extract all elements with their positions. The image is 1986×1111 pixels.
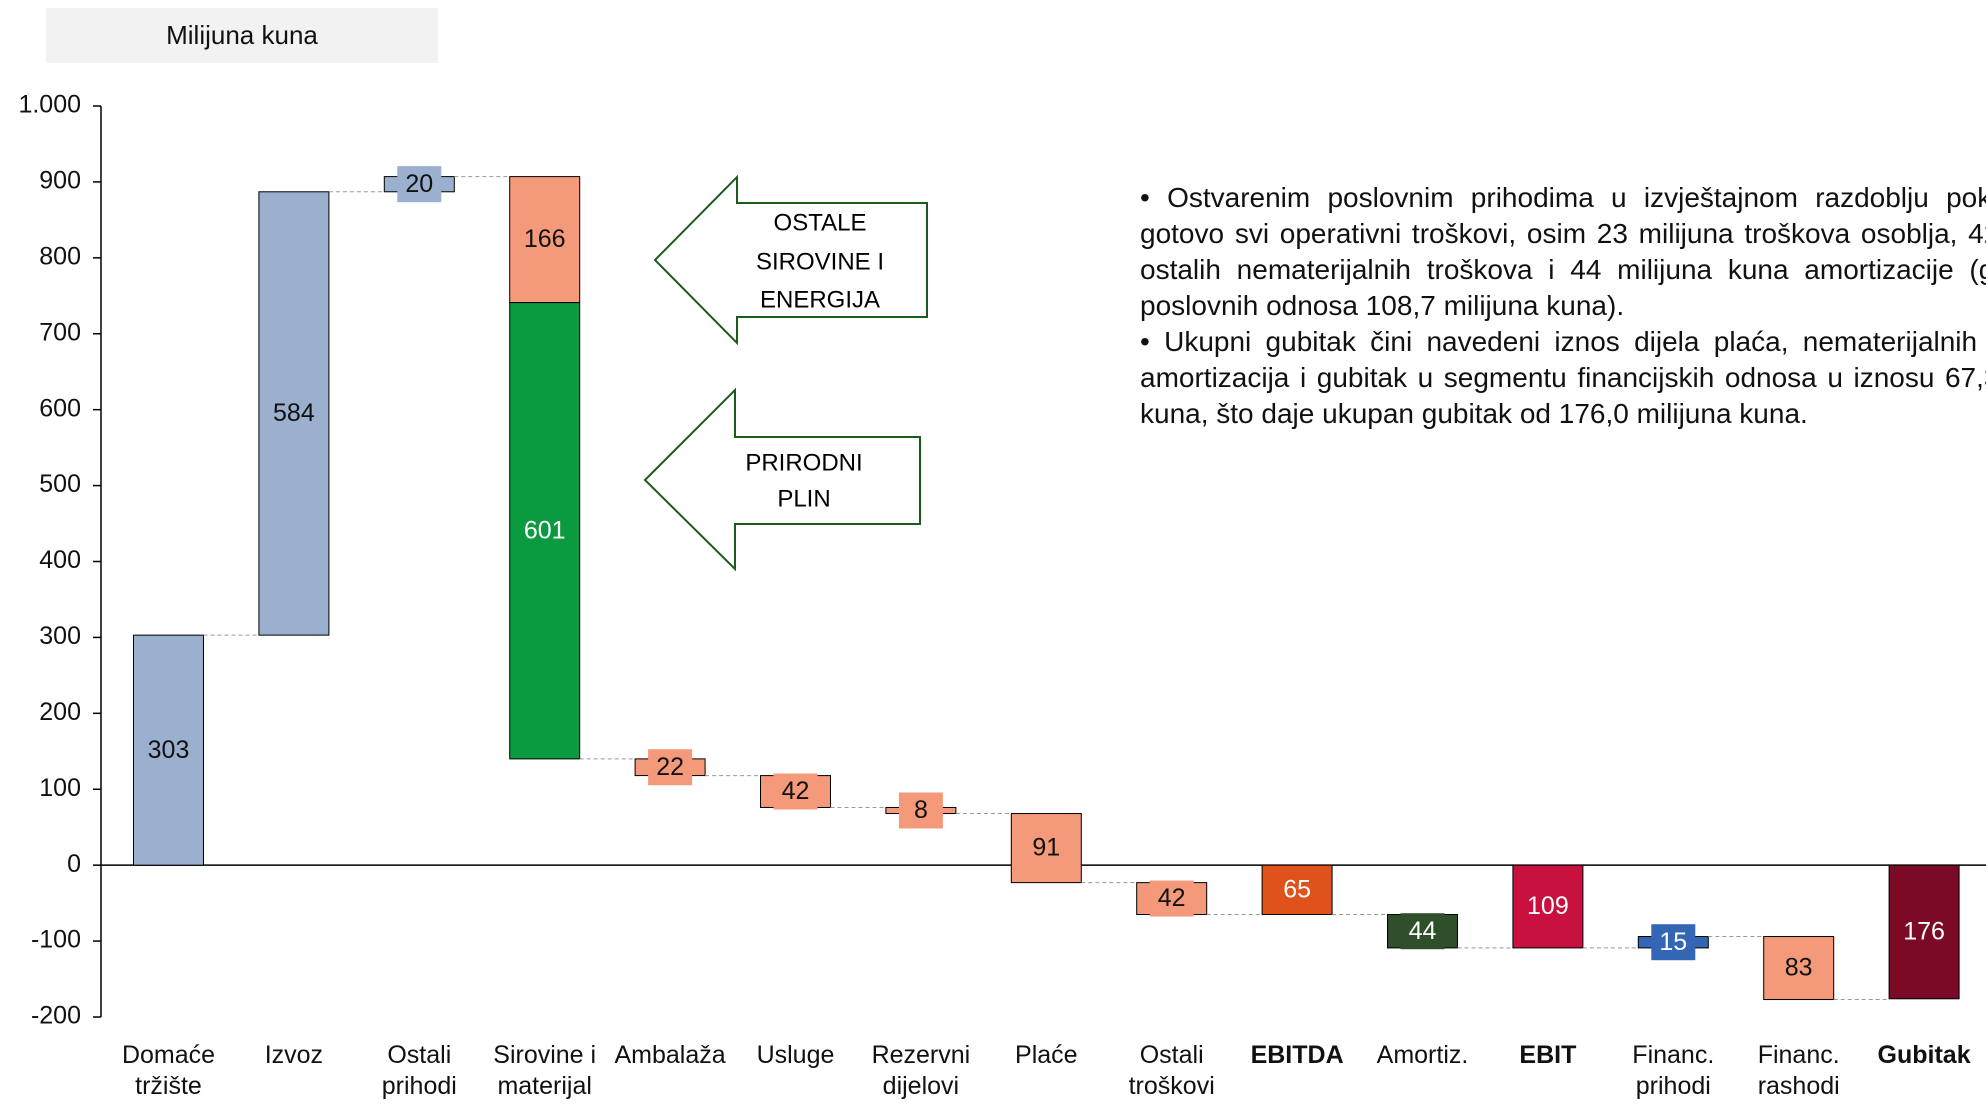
arrow — [653, 174, 928, 346]
notes: • Ostvarenim poslovnim prihodima u izvje… — [1140, 180, 1986, 432]
y-tick-label: 800 — [39, 242, 81, 270]
x-tick-label: Amortiz. — [1376, 1041, 1469, 1069]
bar — [1512, 864, 1584, 949]
x-tick-label: Ostali prihodi — [381, 1041, 457, 1100]
bar — [133, 634, 204, 866]
axis-label: Milijuna kuna — [46, 8, 438, 63]
annotation: PRIRODNI — [745, 449, 862, 476]
y-tick-label: 1.000 — [18, 91, 81, 119]
data-label: 42 — [782, 777, 810, 805]
annotation: SIROVINE I — [756, 248, 884, 275]
y-tick-label: -200 — [31, 1002, 81, 1030]
bar — [1763, 936, 1835, 1001]
data-label: 44 — [1409, 917, 1437, 945]
data-label: 65 — [1283, 875, 1311, 903]
x-tick-label: EBIT — [1519, 1041, 1577, 1069]
data-label: 20 — [405, 170, 433, 198]
data-label: 303 — [148, 736, 190, 764]
data-label: 584 — [273, 399, 315, 427]
y-tick-label: 100 — [39, 774, 81, 802]
x-tick-label: Domaće tržište — [121, 1041, 216, 1100]
y-tick-label: 400 — [39, 546, 81, 574]
x-tick-label: Sirovine i materijal — [493, 1041, 597, 1100]
y-tick-label: 900 — [39, 167, 81, 195]
bar — [1888, 864, 1960, 1000]
y-tick-label: 500 — [39, 470, 81, 498]
x-tick-label: Financ. prihodi — [1632, 1041, 1715, 1100]
data-label: 42 — [1158, 884, 1186, 912]
data-label: 22 — [656, 753, 684, 781]
x-tick-label: Ostali troškovi — [1128, 1041, 1215, 1100]
y-tick-label: 200 — [39, 698, 81, 726]
x-tick-label: Ambalaža — [614, 1041, 726, 1069]
x-tick-label: Gubitak — [1877, 1041, 1971, 1069]
data-label: 15 — [1659, 928, 1687, 956]
data-label: 8 — [914, 796, 928, 824]
label-box — [1651, 924, 1696, 961]
note: • Ostvarenim poslovnim prihodima u izvje… — [1140, 182, 1986, 321]
x-tick-label: Izvoz — [264, 1041, 324, 1069]
label-box — [898, 792, 943, 829]
y-tick-label: 600 — [39, 394, 81, 422]
x-tick-label: Usluge — [756, 1041, 835, 1069]
data-label: 91 — [1032, 834, 1060, 862]
label-box — [648, 749, 693, 786]
bar — [1010, 813, 1082, 884]
y-tick-label: 700 — [39, 318, 81, 346]
data-label: 176 — [1903, 918, 1945, 946]
data-label: 601 — [524, 516, 566, 544]
data-label: 109 — [1527, 892, 1569, 920]
data-label: 166 — [524, 225, 566, 253]
annotation: OSTALE — [774, 209, 867, 236]
label-box — [1149, 880, 1194, 917]
y-tick-label: -100 — [31, 926, 81, 954]
annotation: PLIN — [777, 485, 830, 512]
x-tick-label: Plaće — [1015, 1041, 1078, 1069]
bar — [258, 191, 330, 636]
y-tick-label: 0 — [67, 850, 81, 878]
arrow — [643, 387, 921, 572]
note: • Ukupni gubitak čini navedeni iznos dij… — [1140, 326, 1986, 429]
data-label: 83 — [1785, 954, 1813, 982]
label-box — [397, 166, 442, 203]
x-tick-label: EBITDA — [1250, 1041, 1344, 1069]
label-box — [1400, 913, 1445, 950]
label-box — [773, 773, 818, 810]
bar — [1261, 864, 1333, 916]
x-tick-label: Rezervni dijelovi — [871, 1041, 971, 1100]
y-tick-label: 300 — [39, 622, 81, 650]
x-tick-label: Financ. rashodi — [1757, 1041, 1840, 1100]
bar — [509, 302, 581, 760]
annotation: ENERGIJA — [760, 286, 880, 313]
